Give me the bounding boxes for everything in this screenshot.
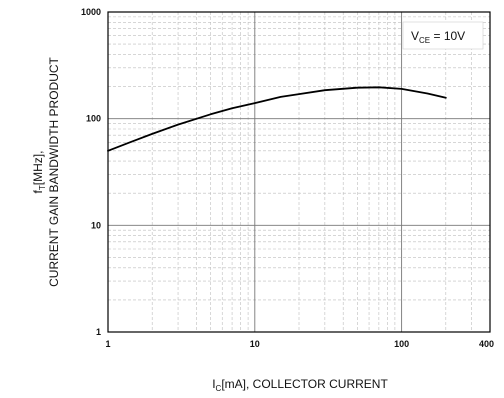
y-tick-label: 1000 — [81, 7, 101, 17]
x-axis-title: IC[mA], COLLECTOR CURRENT — [212, 377, 388, 393]
y-tick-label: 10 — [91, 220, 101, 230]
y-axis-title-line1: fT[MHz], — [31, 151, 47, 194]
y-tick-labels: 1 10 100 1000 — [81, 7, 101, 337]
legend-annotation: VCE = 10V — [411, 29, 465, 45]
x-tick-label: 10 — [250, 339, 260, 349]
y-tick-label: 1 — [96, 327, 101, 337]
y-axis-title-line2: CURRENT GAIN BANDWIDTH PRODUCT — [47, 56, 61, 286]
plot-frame — [107, 11, 491, 333]
series-line — [107, 86, 447, 152]
x-tick-labels: 1 10 100 400 — [105, 339, 494, 349]
y-tick-label: 100 — [86, 114, 101, 124]
x-tick-label: 400 — [479, 339, 494, 349]
minor-gridlines — [108, 12, 491, 332]
x-tick-label: 100 — [394, 339, 409, 349]
major-gridlines — [108, 12, 490, 332]
x-tick-label: 1 — [105, 339, 110, 349]
legend-box — [402, 21, 484, 50]
